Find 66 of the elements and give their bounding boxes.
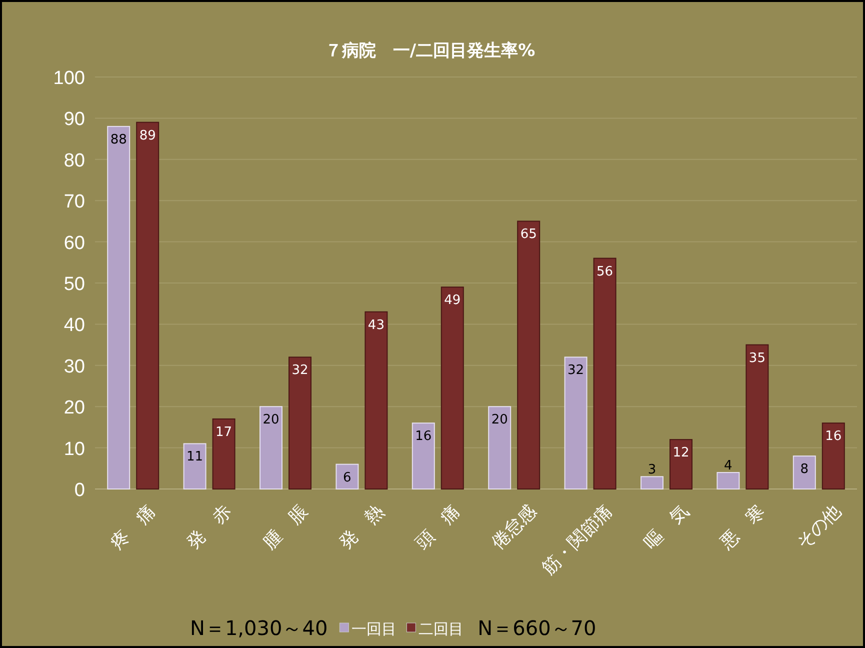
x-tick-label: 腫 脹	[259, 500, 312, 554]
y-tick-label: 80	[64, 150, 85, 172]
legend-label: 二回目	[418, 620, 464, 638]
bar	[136, 122, 160, 490]
x-tick-label: 発 赤	[182, 500, 236, 554]
x-tick-label: 嘔 気	[640, 500, 694, 554]
x-tick-label: 倦怠感	[488, 500, 541, 554]
data-label: 4	[724, 458, 732, 474]
bar	[640, 476, 664, 490]
y-tick-label: 20	[64, 398, 85, 419]
y-tick-label: 100	[53, 68, 85, 89]
bar	[488, 406, 512, 490]
bar	[517, 220, 540, 490]
data-label: 20	[262, 412, 280, 428]
bar	[564, 356, 588, 490]
y-tick-label: 0	[74, 480, 85, 501]
x-tick-label: 頭 痛	[411, 500, 464, 554]
bar	[792, 456, 816, 490]
data-label: 8	[800, 462, 809, 478]
bar	[364, 311, 388, 490]
bar	[412, 422, 435, 490]
data-label: 20	[491, 412, 508, 428]
data-label: 12	[672, 446, 690, 461]
data-label: 49	[444, 293, 461, 308]
y-tick-label: 30	[64, 356, 85, 378]
data-label: 89	[139, 128, 156, 144]
legend-label: 一回目	[352, 620, 397, 638]
bar	[183, 443, 206, 490]
bar	[822, 422, 845, 490]
data-label: 65	[520, 227, 537, 242]
bar	[107, 126, 130, 490]
x-tick-label: 発 熱	[335, 500, 388, 554]
chart-title: ７病院 一/二回目発生率%	[324, 41, 536, 61]
data-label: 32	[568, 363, 584, 378]
y-tick-label: 40	[64, 315, 85, 336]
x-tick-label: 筋・関節痛	[538, 500, 617, 580]
data-label: 3	[648, 462, 656, 478]
data-label: 56	[596, 264, 614, 280]
data-label: 88	[110, 132, 127, 148]
text: N＝660～70	[478, 616, 596, 640]
data-label: 16	[825, 429, 842, 444]
bar	[746, 344, 769, 490]
data-label: 17	[216, 424, 232, 440]
text: N＝1,030～40	[190, 616, 328, 640]
bar	[288, 356, 312, 490]
bar	[440, 286, 464, 490]
x-tick-label: その他	[792, 500, 846, 554]
data-label: 35	[748, 350, 766, 366]
data-label: 43	[368, 318, 384, 333]
y-tick-label: 60	[64, 232, 85, 254]
data-label: 32	[292, 363, 308, 378]
bar	[716, 472, 740, 490]
bar	[260, 406, 282, 490]
y-tick-label: 90	[64, 109, 85, 130]
data-label: 6	[343, 470, 352, 486]
bar	[670, 439, 692, 490]
y-tick-label: 50	[64, 274, 85, 295]
x-tick-label: 悪 寒	[716, 500, 770, 554]
y-tick-label: 70	[64, 192, 85, 213]
y-tick-label: 10	[64, 438, 85, 460]
bar	[593, 258, 616, 490]
data-label: 11	[186, 450, 204, 465]
data-label: 16	[415, 429, 432, 444]
bar	[336, 464, 359, 490]
x-tick-label: 疼 痛	[106, 500, 160, 554]
bar	[212, 418, 236, 490]
